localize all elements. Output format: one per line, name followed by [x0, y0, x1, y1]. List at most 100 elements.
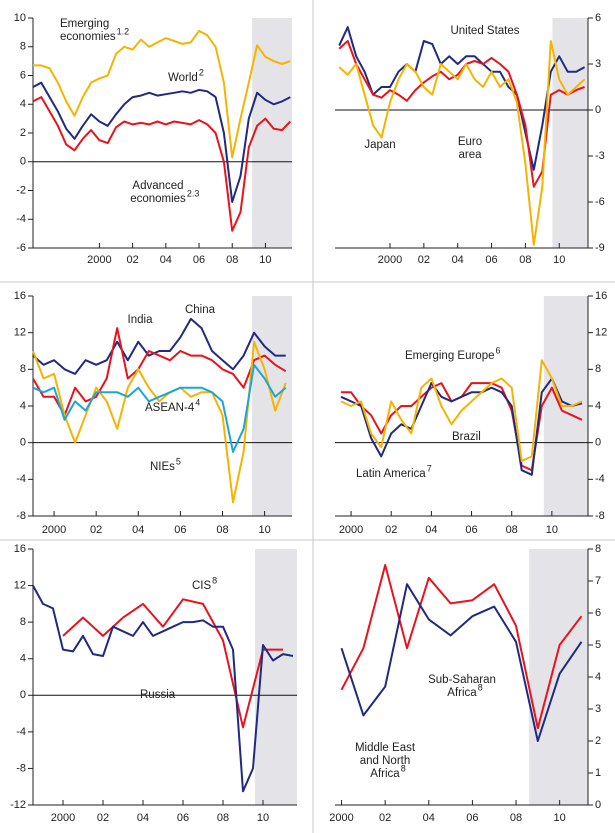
series-line — [338, 40, 585, 188]
y-tick-label: 16 — [14, 290, 26, 302]
label-line: Middle East — [355, 742, 416, 754]
series-label: Advanced economies — [130, 180, 186, 205]
series-label: India — [128, 314, 154, 326]
x-tick-label: 06 — [466, 812, 478, 824]
series-label: Brazil — [452, 431, 481, 443]
series-note: 7 — [427, 463, 432, 473]
series-line — [32, 81, 291, 203]
x-tick-label: 10 — [554, 812, 566, 824]
y-tick-label: 8 — [20, 363, 26, 375]
series-line — [340, 377, 583, 476]
x-tick-label: 08 — [226, 254, 238, 266]
series-note: 4 — [195, 397, 200, 407]
y-tick-label: -4 — [16, 213, 26, 225]
y-tick-label: -3 — [595, 150, 605, 162]
x-tick-label: 10 — [259, 524, 271, 536]
x-tick-label: 04 — [425, 524, 437, 536]
x-tick-label: 08 — [506, 524, 518, 536]
series-label: Japan — [364, 139, 395, 151]
series-label: Emerging Europe — [405, 350, 495, 362]
y-tick-label: -8 — [595, 510, 605, 522]
series-line — [340, 564, 583, 730]
series-note: 8 — [401, 763, 406, 773]
y-tick-label: 4 — [20, 98, 26, 110]
x-tick-label: 08 — [519, 254, 531, 266]
y-tick-label: -8 — [16, 510, 26, 522]
x-tick-label: 10 — [257, 812, 269, 824]
y-tick-label: -2 — [16, 184, 26, 196]
y-tick-label: 2 — [20, 127, 26, 139]
y-tick-label: 6 — [595, 12, 601, 24]
y-tick-label: 1 — [595, 767, 601, 779]
x-tick-label: 2000 — [87, 254, 111, 266]
x-tick-label: 04 — [452, 254, 464, 266]
x-tick-label: 04 — [137, 812, 149, 824]
series-line — [340, 583, 583, 742]
y-tick-label: 3 — [595, 58, 601, 70]
y-tick-label: 4 — [595, 400, 601, 412]
series-line — [62, 598, 283, 729]
series-line — [338, 40, 586, 246]
x-tick-label: 04 — [132, 524, 144, 536]
y-tick-label: 7 — [595, 575, 601, 587]
x-tick-label: 2000 — [329, 812, 353, 824]
label-line: Advanced — [132, 180, 183, 192]
x-tick-label: 06 — [177, 812, 189, 824]
label-line: Emerging Europe — [405, 350, 495, 362]
label-line: area — [458, 149, 482, 161]
label-line: Brazil — [452, 431, 481, 443]
x-tick-label: 06 — [193, 254, 205, 266]
label-line: Sub-Saharan — [428, 674, 496, 686]
series-note: 2 — [199, 67, 204, 77]
x-tick-label: 2000 — [378, 254, 402, 266]
series-label: China — [185, 304, 216, 316]
series-label: Emerging economies — [60, 18, 116, 43]
series-note: 5 — [176, 456, 181, 466]
series-note: 8 — [212, 575, 217, 585]
y-tick-label: 6 — [20, 69, 26, 81]
y-tick-label: 5 — [595, 639, 601, 651]
x-tick-label: 04 — [160, 254, 172, 266]
x-tick-label: 02 — [90, 524, 102, 536]
series-label: United States — [450, 25, 519, 37]
y-tick-label: 8 — [20, 41, 26, 53]
label-line: China — [185, 304, 216, 316]
series-line — [32, 340, 287, 504]
y-tick-label: 12 — [595, 327, 607, 339]
series-line — [33, 29, 291, 159]
y-tick-label: 10 — [14, 12, 26, 24]
label-line: economies — [60, 31, 116, 43]
series-note: 2.3 — [187, 188, 200, 198]
label-line: Russia — [140, 689, 176, 701]
x-tick-label: 02 — [379, 812, 391, 824]
y-tick-label: 8 — [595, 543, 601, 555]
label-line: Africa — [447, 687, 477, 699]
y-tick-label: -8 — [16, 762, 26, 774]
y-tick-label: 6 — [595, 607, 601, 619]
x-tick-label: 10 — [546, 524, 558, 536]
x-tick-label: 04 — [423, 812, 435, 824]
label-line: NIEs — [150, 461, 175, 473]
y-tick-label: 16 — [595, 290, 607, 302]
projection-shade — [255, 549, 297, 805]
label-line: India — [128, 314, 154, 326]
label-line: United States — [450, 25, 519, 37]
x-tick-label: 10 — [553, 254, 565, 266]
series-line — [32, 327, 287, 417]
series-note: 8 — [478, 682, 483, 692]
series-label: Latin America — [356, 468, 426, 480]
x-tick-label: 2000 — [42, 524, 66, 536]
y-tick-label: 0 — [20, 156, 26, 168]
series-line — [32, 317, 286, 375]
y-tick-label: 12 — [14, 579, 26, 591]
y-tick-label: 8 — [20, 616, 26, 628]
x-tick-label: 06 — [465, 524, 477, 536]
y-tick-label: -9 — [595, 242, 605, 254]
series-label: Euro area — [458, 136, 482, 161]
y-tick-label: 4 — [595, 671, 601, 683]
y-tick-label: 0 — [20, 689, 26, 701]
series-note: 1.2 — [117, 26, 130, 36]
series-label: ASEAN-4 — [145, 402, 195, 414]
